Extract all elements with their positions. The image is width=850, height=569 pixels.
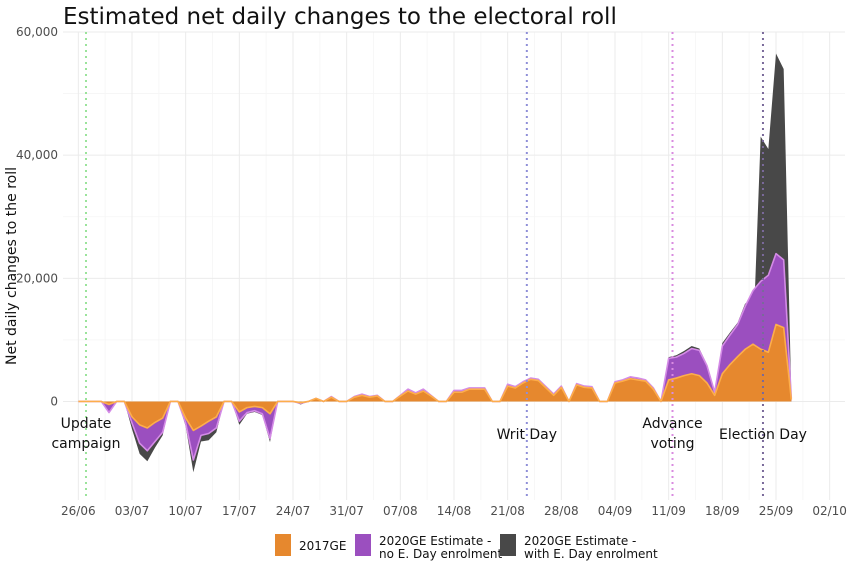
area-no_eday — [78, 253, 792, 460]
x-tick-label: 11/09 — [651, 504, 686, 518]
plot-area: 26/06 03/07 10/07 17/07 24/07 31/07 07/08 14/08… — [16, 25, 847, 518]
legend-label: 2020GE Estimate - — [524, 534, 636, 548]
legend-label: no E. Day enrolment — [379, 547, 502, 561]
reference-annotation: Election Day — [719, 427, 807, 443]
legend-label: with E. Day enrolment — [524, 547, 658, 561]
legend-swatch-no_eday — [355, 534, 371, 556]
x-tick-label: 24/07 — [276, 504, 311, 518]
x-tick-label: 21/08 — [490, 504, 525, 518]
x-tick-label: 04/09 — [598, 504, 633, 518]
chart-title: Estimated net daily changes to the elect… — [63, 4, 617, 30]
y-axis-label: Net daily changes to the roll — [4, 167, 20, 365]
area-2017GE — [78, 324, 792, 431]
legend: 2017GE 2020GE Estimate -no E. Day enrolme… — [275, 534, 658, 561]
reference-annotation: voting — [651, 436, 695, 452]
legend-label: 2020GE Estimate - — [379, 534, 491, 548]
x-tick-label: 26/06 — [61, 504, 96, 518]
legend-label: 2017GE — [299, 539, 346, 553]
x-tick-label: 17/07 — [222, 504, 257, 518]
y-tick-label: 40,000 — [16, 148, 58, 162]
x-tick-label: 10/07 — [168, 504, 203, 518]
area-edge-2017GE — [78, 323, 793, 432]
x-tick-label: 31/07 — [329, 504, 364, 518]
y-tick-label: 20,000 — [16, 271, 58, 285]
y-tick-label: 60,000 — [16, 25, 58, 39]
x-tick-label: 28/08 — [544, 504, 579, 518]
reference-annotation: campaign — [51, 436, 120, 452]
y-tick-label: 0 — [50, 394, 58, 408]
x-tick-label: 07/08 — [383, 504, 418, 518]
x-tick-label: 25/09 — [759, 504, 794, 518]
x-tick-label: 02/10 — [812, 504, 847, 518]
x-tick-label: 03/07 — [115, 504, 150, 518]
reference-annotation: Writ Day — [497, 427, 557, 443]
legend-swatch-with_eday — [500, 534, 516, 556]
legend-swatch-2017GE — [275, 534, 291, 556]
x-tick-label: 14/08 — [437, 504, 472, 518]
reference-annotation: Update — [61, 416, 112, 432]
x-tick-label: 18/09 — [705, 504, 740, 518]
reference-annotation: Advance — [642, 416, 702, 432]
